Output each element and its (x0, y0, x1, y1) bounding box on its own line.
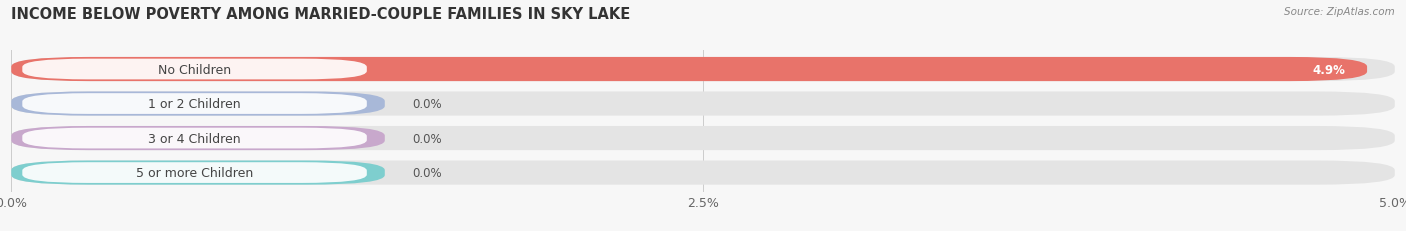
Text: 4.9%: 4.9% (1312, 63, 1346, 76)
FancyBboxPatch shape (11, 161, 1395, 185)
Text: 1 or 2 Children: 1 or 2 Children (148, 98, 240, 111)
Text: 0.0%: 0.0% (412, 166, 441, 179)
Text: 5 or more Children: 5 or more Children (136, 166, 253, 179)
Text: 3 or 4 Children: 3 or 4 Children (148, 132, 240, 145)
FancyBboxPatch shape (22, 59, 367, 80)
Text: Source: ZipAtlas.com: Source: ZipAtlas.com (1284, 7, 1395, 17)
FancyBboxPatch shape (11, 161, 385, 185)
FancyBboxPatch shape (11, 58, 1395, 82)
FancyBboxPatch shape (11, 126, 1395, 150)
FancyBboxPatch shape (22, 163, 367, 183)
Text: INCOME BELOW POVERTY AMONG MARRIED-COUPLE FAMILIES IN SKY LAKE: INCOME BELOW POVERTY AMONG MARRIED-COUPL… (11, 7, 630, 22)
FancyBboxPatch shape (22, 128, 367, 149)
Text: No Children: No Children (157, 63, 231, 76)
FancyBboxPatch shape (22, 94, 367, 114)
FancyBboxPatch shape (11, 58, 1367, 82)
FancyBboxPatch shape (11, 92, 385, 116)
Text: 0.0%: 0.0% (412, 98, 441, 111)
Text: 0.0%: 0.0% (412, 132, 441, 145)
FancyBboxPatch shape (11, 126, 385, 150)
FancyBboxPatch shape (11, 92, 1395, 116)
